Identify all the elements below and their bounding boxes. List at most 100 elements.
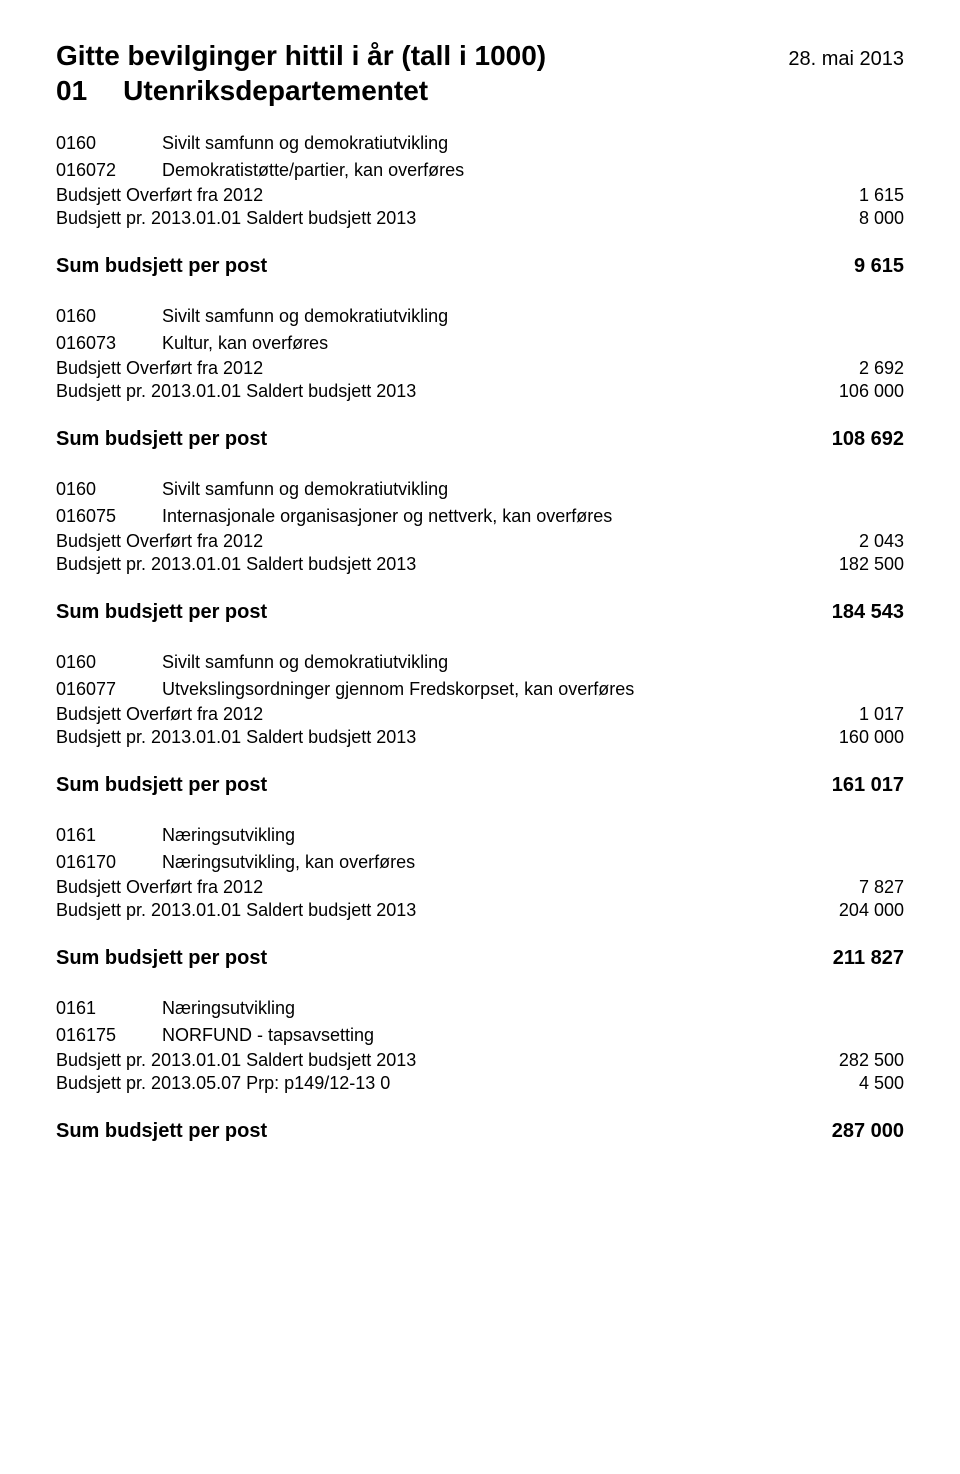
page-title: Gitte bevilginger hittil i år (tall i 10…	[56, 38, 546, 73]
sum-label: Sum budsjett per post	[56, 428, 267, 451]
section-top-label: Sivilt samfunn og demokratiutvikling	[162, 479, 448, 500]
section-sub-code: 016072	[56, 160, 162, 181]
section-top-label: Næringsutvikling	[162, 998, 295, 1019]
section-sub-row: 016077Utvekslingsordninger gjennom Freds…	[56, 679, 904, 700]
section-sub-row: 016072Demokratistøtte/partier, kan overf…	[56, 160, 904, 181]
section: 0161Næringsutvikling016175NORFUND - taps…	[56, 998, 904, 1143]
budget-overfort-row: Budsjett Overført fra 2012 2 692	[56, 358, 904, 379]
budget-saldert-value: 106 000	[784, 381, 904, 402]
budget-saldert-label: Budsjett pr. 2013.01.01 Saldert budsjett…	[56, 900, 416, 921]
budget-saldert-value: 282 500	[784, 1050, 904, 1071]
budget-saldert-value: 204 000	[784, 900, 904, 921]
budget-overfort-value: 7 827	[784, 877, 904, 898]
section-top-code: 0160	[56, 306, 162, 327]
budget-saldert-value: 8 000	[784, 208, 904, 229]
sections-container: 0160Sivilt samfunn og demokratiutvikling…	[56, 133, 904, 1143]
budget-saldert-value: 182 500	[784, 554, 904, 575]
section-sub-row: 016170Næringsutvikling, kan overføres	[56, 852, 904, 873]
budget-overfort-label: Budsjett Overført fra 2012	[56, 185, 263, 206]
budget-overfort-label: Budsjett Overført fra 2012	[56, 877, 263, 898]
sum-row: Sum budsjett per post 287 000	[56, 1120, 904, 1143]
section-top-label: Sivilt samfunn og demokratiutvikling	[162, 306, 448, 327]
section-top-label: Sivilt samfunn og demokratiutvikling	[162, 652, 448, 673]
sum-row: Sum budsjett per post184 543	[56, 601, 904, 624]
section: 0160Sivilt samfunn og demokratiutvikling…	[56, 133, 904, 278]
section-top-row: 0160Sivilt samfunn og demokratiutvikling	[56, 306, 904, 327]
section: 0161Næringsutvikling016170Næringsutvikli…	[56, 825, 904, 970]
section-sub-label: Demokratistøtte/partier, kan overføres	[162, 160, 464, 181]
page: Gitte bevilginger hittil i år (tall i 10…	[0, 0, 960, 1211]
section-sub-label: Internasjonale organisasjoner og nettver…	[162, 506, 612, 527]
sum-row: Sum budsjett per post 211 827	[56, 947, 904, 970]
budget-saldert-row: Budsjett pr. 2013.01.01 Saldert budsjett…	[56, 208, 904, 229]
section-top-code: 0160	[56, 479, 162, 500]
sum-row: Sum budsjett per post 108 692	[56, 428, 904, 451]
section-sub-row: 016073Kultur, kan overføres	[56, 333, 904, 354]
title-row: Gitte bevilginger hittil i år (tall i 10…	[56, 38, 904, 73]
department-code: 01	[56, 75, 87, 106]
section-sub-label: Utvekslingsordninger gjennom Fredskorpse…	[162, 679, 634, 700]
section-top-label: Næringsutvikling	[162, 825, 295, 846]
budget-overfort-label: Budsjett Overført fra 2012	[56, 358, 263, 379]
sum-row: Sum budsjett per post161 017	[56, 774, 904, 797]
budget-saldert-label: Budsjett pr. 2013.01.01 Saldert budsjett…	[56, 381, 416, 402]
section: 0160Sivilt samfunn og demokratiutvikling…	[56, 479, 904, 624]
section: 0160Sivilt samfunn og demokratiutvikling…	[56, 652, 904, 797]
budget-overfort-row: Budsjett Overført fra 2012 7 827	[56, 877, 904, 898]
budget-overfort-value: 1 017	[784, 704, 904, 725]
section-top-row: 0160Sivilt samfunn og demokratiutvikling	[56, 652, 904, 673]
sum-value: 108 692	[784, 428, 904, 451]
section-sub-label: Kultur, kan overføres	[162, 333, 328, 354]
section-sub-label: NORFUND - tapsavsetting	[162, 1025, 374, 1046]
section-top-code: 0161	[56, 998, 162, 1019]
section-top-row: 0160Sivilt samfunn og demokratiutvikling	[56, 479, 904, 500]
sum-row: Sum budsjett per post 9 615	[56, 255, 904, 278]
sum-label: Sum budsjett per post	[56, 1120, 267, 1143]
budget-saldert-row: Budsjett pr. 2013.01.01 Saldert budsjett…	[56, 1050, 904, 1071]
budget-overfort-label: Budsjett Overført fra 2012	[56, 704, 263, 725]
budget-saldert-label: Budsjett pr. 2013.01.01 Saldert budsjett…	[56, 1050, 416, 1071]
section-sub-row: 016175NORFUND - tapsavsetting	[56, 1025, 904, 1046]
section-top-code: 0160	[56, 133, 162, 154]
budget-saldert-row: Budsjett pr. 2013.01.01 Saldert budsjett…	[56, 727, 904, 748]
budget-saldert-row: Budsjett pr. 2013.01.01 Saldert budsjett…	[56, 900, 904, 921]
budget-saldert-label: Budsjett pr. 2013.01.01 Saldert budsjett…	[56, 554, 416, 575]
budget-saldert-row: Budsjett pr. 2013.01.01 Saldert budsjett…	[56, 381, 904, 402]
department-line: 01 Utenriksdepartementet	[56, 75, 904, 107]
section-top-code: 0160	[56, 652, 162, 673]
sum-label: Sum budsjett per post	[56, 947, 267, 970]
budget-prp-row: Budsjett pr. 2013.05.07 Prp: p149/12-13 …	[56, 1073, 904, 1094]
budget-overfort-label: Budsjett Overført fra 2012	[56, 531, 263, 552]
budget-overfort-row: Budsjett Overført fra 2012 2 043	[56, 531, 904, 552]
sum-label: Sum budsjett per post	[56, 255, 267, 278]
section-sub-code: 016175	[56, 1025, 162, 1046]
section-sub-code: 016170	[56, 852, 162, 873]
budget-prp-value: 4 500	[784, 1073, 904, 1094]
budget-saldert-label: Budsjett pr. 2013.01.01 Saldert budsjett…	[56, 208, 416, 229]
section-sub-label: Næringsutvikling, kan overføres	[162, 852, 415, 873]
section-sub-code: 016077	[56, 679, 162, 700]
budget-overfort-value: 2 692	[784, 358, 904, 379]
section: 0160Sivilt samfunn og demokratiutvikling…	[56, 306, 904, 451]
section-top-label: Sivilt samfunn og demokratiutvikling	[162, 133, 448, 154]
budget-overfort-row: Budsjett Overført fra 2012 1 017	[56, 704, 904, 725]
budget-saldert-value: 160 000	[784, 727, 904, 748]
budget-overfort-value: 2 043	[784, 531, 904, 552]
department-name: Utenriksdepartementet	[123, 75, 428, 106]
section-sub-code: 016073	[56, 333, 162, 354]
sum-value: 161 017	[784, 774, 904, 797]
section-top-row: 0161Næringsutvikling	[56, 998, 904, 1019]
budget-saldert-label: Budsjett pr. 2013.01.01 Saldert budsjett…	[56, 727, 416, 748]
section-sub-row: 016075Internasjonale organisasjoner og n…	[56, 506, 904, 527]
section-top-row: 0161Næringsutvikling	[56, 825, 904, 846]
section-top-row: 0160Sivilt samfunn og demokratiutvikling	[56, 133, 904, 154]
sum-value: 211 827	[784, 947, 904, 970]
budget-saldert-row: Budsjett pr. 2013.01.01 Saldert budsjett…	[56, 554, 904, 575]
budget-overfort-value: 1 615	[784, 185, 904, 206]
sum-label: Sum budsjett per post	[56, 601, 267, 624]
sum-value: 9 615	[784, 255, 904, 278]
sum-value: 287 000	[784, 1120, 904, 1143]
budget-overfort-row: Budsjett Overført fra 2012 1 615	[56, 185, 904, 206]
section-top-code: 0161	[56, 825, 162, 846]
budget-prp-label: Budsjett pr. 2013.05.07 Prp: p149/12-13 …	[56, 1073, 390, 1094]
